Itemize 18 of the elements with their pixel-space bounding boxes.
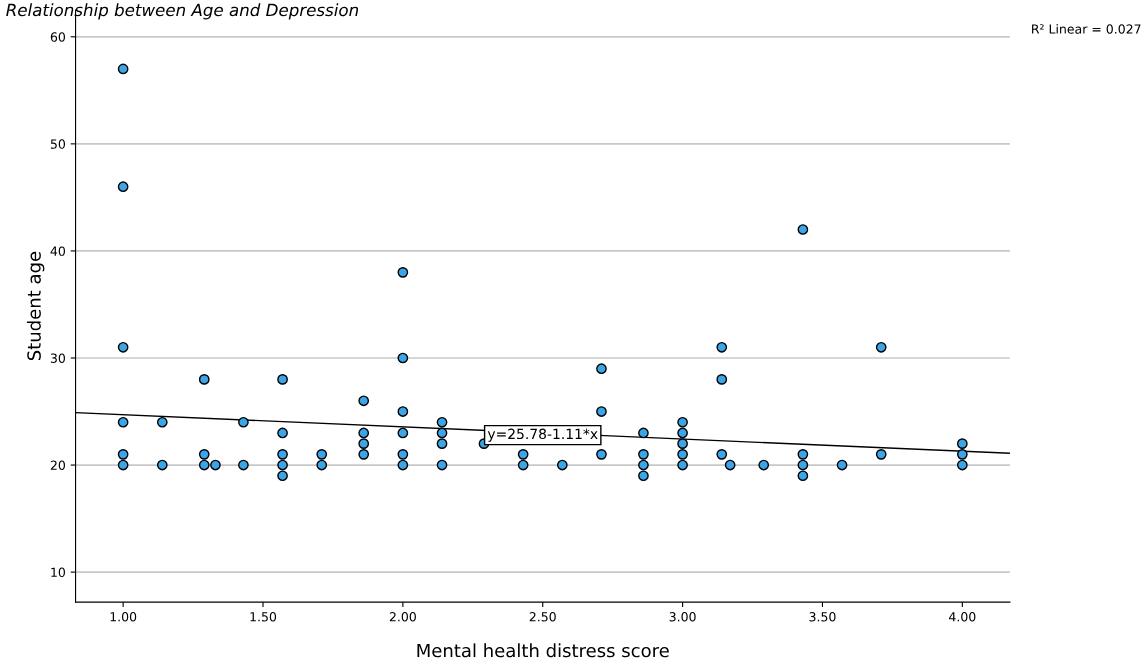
x-axis-title: Mental health distress score: [417, 643, 669, 658]
x-tick-label: 3.50: [809, 612, 836, 622]
y-tick-label: 20: [50, 460, 66, 470]
x-tick-label: 4.00: [949, 612, 976, 622]
x-tick-label: 1.00: [110, 612, 137, 622]
x-tick-label: 1.50: [250, 612, 277, 622]
chart-title: Relationship between Age and Depression: [6, 3, 359, 20]
x-tick-label: 3.00: [669, 612, 696, 622]
x-tick-label: 2.00: [389, 612, 416, 622]
y-tick-label: 10: [51, 567, 66, 578]
x-tick-label: 2.50: [529, 612, 556, 622]
y-tick-label: 60: [50, 32, 66, 42]
y-tick-label: 40: [50, 246, 66, 256]
text: R² Linear = 0.027: [1032, 24, 1141, 34]
y-tick-label: 50: [50, 139, 66, 149]
y-axis-title: Student age: [26, 251, 45, 361]
y-tick-label: 30: [50, 353, 66, 363]
annotation: y=25.78-1.11*x: [487, 428, 598, 442]
